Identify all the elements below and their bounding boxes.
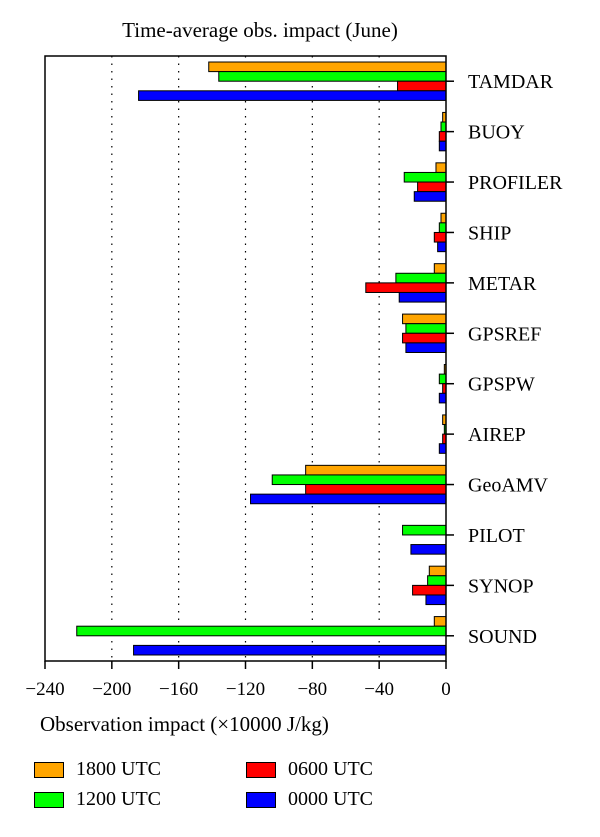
category-label-profiler: PROFILER [468,172,563,194]
bar-ship-0000-utc [437,241,447,253]
bar-sound-1200-utc [76,625,447,637]
category-label-buoy: BUOY [468,122,525,144]
bar-gpsref-1200-utc [405,323,447,334]
bar-profiler-0600-utc [417,181,447,193]
bar-synop-1200-utc [427,575,447,586]
grid-layer [111,56,380,661]
bar-gpsref-0600-utc [402,332,447,344]
bar-ship-1200-utc [438,222,447,233]
bar-synop-0600-utc [412,584,447,596]
bar-layer [76,61,447,656]
bar-tamdar-1800-utc [208,61,447,73]
bar-profiler-1200-utc [403,171,447,183]
x-tick-label: −240 [25,679,64,700]
bar-ship-0600-utc [433,231,447,243]
bar-profiler-1800-utc [435,162,447,173]
bar-gpspw-1200-utc [438,373,447,385]
bar-gpsref-0000-utc [405,342,447,353]
category-label-ship: SHIP [468,222,511,244]
category-label-gpspw: GPSPW [468,374,535,396]
bar-tamdar-1200-utc [218,71,447,82]
bar-gpsref-1800-utc [402,313,447,325]
category-label-tamdar: TAMDAR [468,71,554,93]
bar-geoamv-1800-utc [305,464,447,476]
bar-geoamv-0000-utc [250,493,447,505]
bar-profiler-0000-utc [413,191,447,202]
x-axis-label: Observation impact (×10000 J/kg) [40,712,329,736]
bar-metar-1800-utc [433,263,447,274]
bar-sound-0000-utc [133,644,447,656]
category-label-sound: SOUND [468,626,537,648]
bar-pilot-0000-utc [410,544,447,555]
category-label-gpsref: GPSREF [468,323,541,345]
bar-sound-1800-utc [433,616,447,627]
x-tick-label: −120 [226,679,265,700]
bar-metar-1200-utc [395,272,447,284]
category-label-airep: AIREP [468,424,526,446]
y-axis-categories: TAMDAR BUOY PROFILER SHIP METAR GPSREF GPSPW AI… [446,71,563,648]
category-label-pilot: PILOT [468,525,525,547]
category-label-geoamv: GeoAMV [468,475,549,497]
x-tick-label: −160 [159,679,198,700]
bar-metar-0600-utc [365,282,447,293]
bar-synop-0000-utc [425,594,447,606]
bar-geoamv-0600-utc [305,484,447,495]
chart-title: Time-average obs. impact (June) [122,18,398,42]
bar-synop-1800-utc [428,565,447,577]
x-tick-label: 0 [441,679,451,700]
x-axis-ticks: −240 −200 −160 −120 −80 −40 0 [25,661,451,700]
bar-buoy-1200-utc [440,121,447,133]
bar-pilot-1200-utc [402,524,447,536]
bar-metar-0000-utc [398,291,447,303]
bar-tamdar-0600-utc [397,80,447,92]
bar-gpspw-0000-utc [438,392,447,404]
bar-airep-0000-utc [438,443,447,454]
bar-tamdar-0000-utc [138,90,447,101]
bar-buoy-0600-utc [438,131,447,142]
x-tick-label: −200 [92,679,131,700]
bar-buoy-0000-utc [438,140,447,152]
x-tick-label: −40 [364,679,394,700]
bar-ship-1800-utc [440,212,447,224]
category-label-metar: METAR [468,273,537,295]
bar-geoamv-1200-utc [271,474,447,486]
x-tick-label: −80 [297,679,327,700]
category-label-synop: SYNOP [468,575,534,597]
